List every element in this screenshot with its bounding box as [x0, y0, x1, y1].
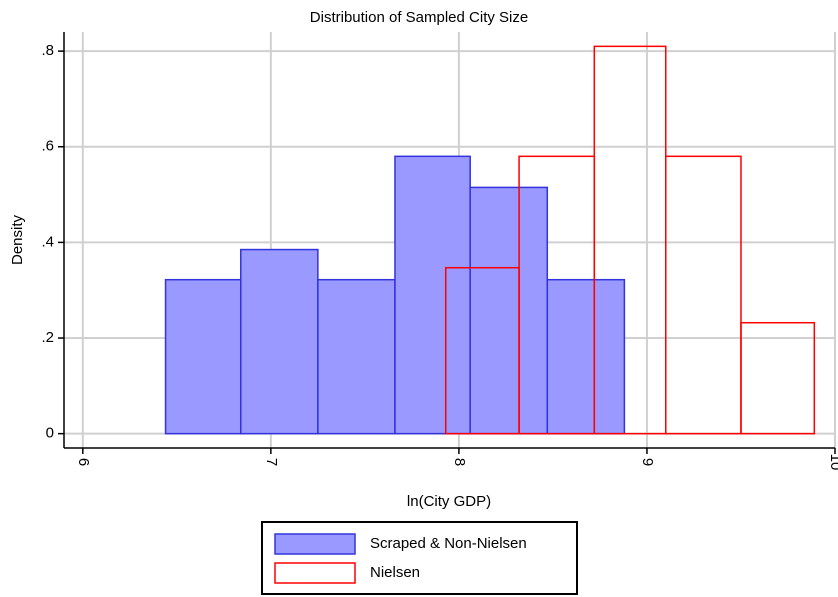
legend-swatch [274, 533, 356, 555]
bar [740, 321, 816, 435]
legend-label: Scraped & Non-Nielsen [370, 535, 527, 552]
y-tick-label: .4 [41, 233, 54, 250]
bar [469, 186, 549, 435]
legend-label: Nielsen [370, 564, 420, 581]
bar [240, 248, 319, 435]
x-tick-label: 8 [451, 458, 468, 466]
x-tick-label: 10 [827, 454, 838, 471]
y-axis-label: Density [9, 214, 26, 265]
x-tick-label: 7 [263, 458, 280, 466]
bar [546, 278, 626, 435]
x-tick-label: 6 [75, 458, 92, 466]
x-axis-label: ln(City GDP) [407, 493, 491, 510]
y-tick-label: .6 [41, 138, 54, 155]
bar [665, 155, 742, 435]
y-tick-label: 0 [46, 425, 54, 442]
y-tick-label: .8 [41, 42, 54, 59]
bar [164, 278, 242, 435]
legend-swatch [274, 562, 356, 584]
x-tick-label: 9 [639, 458, 656, 466]
bar [317, 278, 396, 435]
chart-title: Distribution of Sampled City Size [310, 9, 528, 26]
y-tick-label: .2 [41, 329, 54, 346]
bar [394, 155, 471, 435]
